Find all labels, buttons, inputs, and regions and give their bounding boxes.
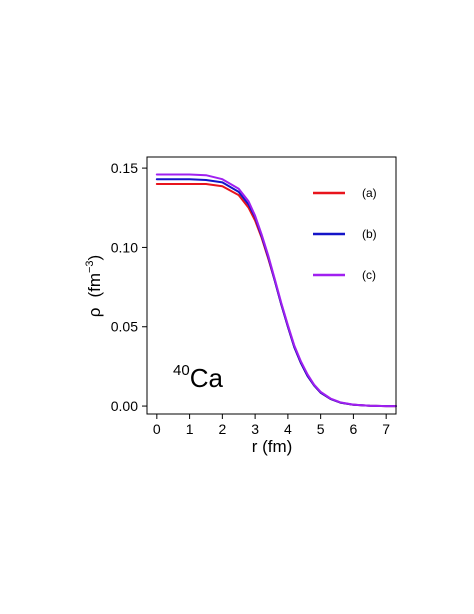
y-tick-label: 0.00 [111,398,138,414]
nucleus-symbol: Ca [190,363,224,393]
x-tick-label: 5 [317,421,325,437]
y-axis-label-close: ) [85,255,104,261]
y-axis-label-exponent: −3 [84,260,96,273]
nucleus-mass-number: 40 [173,362,190,379]
y-tick-label: 0.05 [111,319,138,335]
y-tick-label: 0.15 [111,160,138,176]
y-axis-label: ρ (fm−3) [84,255,104,317]
nucleus-annotation: 40Ca [173,362,223,393]
x-tick-label: 6 [350,421,358,437]
x-tick-label: 7 [382,421,390,437]
plot-frame [146,156,397,415]
x-tick-label: 0 [153,421,161,437]
series-line-c [155,173,397,408]
x-tick-label: 4 [284,421,292,437]
y-axis-label-unit: (fm [85,273,104,298]
legend-label: (b) [362,227,377,241]
x-axis-label: r (fm) [252,437,293,456]
x-tick-label: 1 [186,421,194,437]
series-lines [155,173,397,408]
x-tick-label: 3 [251,421,259,437]
y-axis: 0.00 0.05 0.10 0.15 [111,160,147,414]
y-tick-label: 0.10 [111,239,138,255]
legend: (a) (b) (c) [313,186,377,282]
y-axis-label-symbol: ρ [85,308,104,318]
legend-label: (c) [362,268,376,282]
legend-label: (a) [362,186,377,200]
x-axis: 0 1 2 3 4 5 6 7 [153,414,390,437]
x-tick-label: 2 [218,421,226,437]
